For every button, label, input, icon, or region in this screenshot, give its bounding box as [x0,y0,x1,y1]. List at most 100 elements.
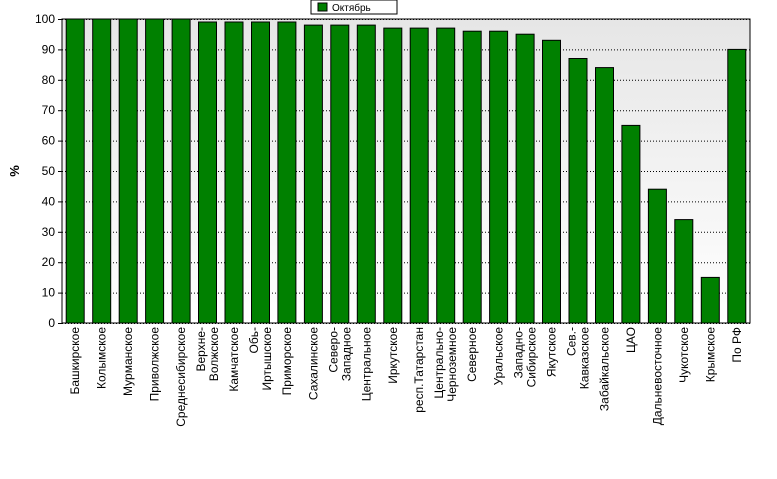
bar [727,48,747,324]
x-tick-label-line: Иртышское [260,327,274,391]
bar [277,21,297,324]
x-tick-label: ЦАО [624,327,638,353]
bar [436,27,456,324]
y-tick-label: 10 [42,286,56,300]
x-tick-label-line: Уральское [492,327,506,386]
x-tick-label: Приморское [280,327,294,396]
x-tick-label: Колымское [95,327,109,389]
y-tick-label: 50 [42,164,56,178]
x-tick-label: Среднесибирское [174,327,188,427]
bar [171,18,191,324]
x-tick-label-line: Западное [339,327,353,381]
bar [92,18,112,324]
x-tick-label: Сев.-Кавказское [565,327,592,390]
x-tick-label: Камчатское [227,327,241,392]
x-tick-label-line: Среднесибирское [174,327,188,427]
x-tick-label: Центральное [359,327,373,402]
x-tick-label-line: Иркутское [386,327,400,384]
bar [542,39,561,324]
y-tick-label: 0 [48,316,55,330]
y-tick-label: 90 [42,42,56,56]
x-tick-label: Уральское [492,327,506,386]
x-tick-label-line: Сахалинское [306,327,320,400]
x-tick-label-line: Обь- [247,327,261,353]
y-tick-label: 60 [42,134,56,148]
x-tick-label-line: Верхне- [194,327,208,372]
x-tick-label: Дальневосточное [650,327,664,426]
x-tick-label-line: Приморское [280,327,294,396]
bar [224,21,244,324]
bar [700,276,720,324]
y-tick-label: 70 [42,103,56,117]
x-tick-label: Северное [465,327,479,382]
plot-area [61,18,751,324]
x-tick-label-line: Якутское [545,327,559,377]
bar [621,124,641,324]
bar [515,33,535,324]
bar [462,30,482,324]
x-tick-label-line: Кавказское [578,327,592,390]
x-tick-label-line: Дальневосточное [650,327,664,426]
bar [356,24,376,324]
bar [145,18,165,324]
x-tick-label-line: Северное [465,327,479,382]
x-tick-label-line: Западно- [512,327,526,378]
x-tick-label-line: Мурманское [121,327,135,396]
x-tick-label-line: Сев.- [565,327,579,356]
bar [198,21,217,324]
x-tick-label: Верхне-Волжское [194,327,221,382]
bar [330,24,350,324]
legend: Октябрь [310,0,398,15]
y-axis-ticks: 0 10 20 30 40 50 60 70 80 90 100 [35,12,62,330]
x-tick-label-line: ЦАО [624,327,638,353]
bar [65,18,85,324]
bar [489,30,509,324]
bar [383,27,403,324]
y-tick-label: 100 [35,12,55,26]
x-tick-label-line: Приволжское [148,327,162,402]
x-tick-label-line: Черноземное [445,327,459,402]
x-tick-label: респ.Татарстан [412,327,426,413]
x-tick-label: Центрально-Черноземное [432,327,459,402]
bar [674,219,694,324]
x-tick-label-line: Центральное [359,327,373,402]
x-tick-label-line: Колымское [95,327,109,389]
x-tick-label-line: Волжское [207,327,221,382]
bar [595,67,614,324]
y-tick-label: 40 [42,194,56,208]
x-tick-label-line: По РФ [730,327,744,363]
x-tick-label: Башкирское [68,327,82,395]
x-tick-label: Приволжское [148,327,162,402]
x-tick-label-line: Чукотское [677,327,691,383]
x-tick-label: Крымское [703,327,717,383]
bar [409,27,429,324]
bar [647,188,667,324]
x-tick-label: Сахалинское [306,327,320,400]
x-tick-label: Забайкальское [598,327,612,411]
y-tick-label: 30 [42,225,56,239]
x-tick-label: Западно-Сибирское [512,327,539,388]
bar [568,58,588,324]
legend-box [310,0,398,15]
x-tick-label: Северо-Западное [326,327,353,381]
x-axis-labels: Башкирское Колымское Мурманское Приволжское… [68,327,744,427]
x-tick-label-line: Северо- [326,327,340,373]
x-tick-label-line: Башкирское [68,327,82,395]
x-tick-label-line: Забайкальское [598,327,612,411]
y-tick-label: 20 [42,255,56,269]
bar [118,18,138,324]
x-tick-label-line: Сибирское [525,327,539,388]
x-tick-label-line: Центрально- [432,327,446,399]
legend-swatch [317,2,328,12]
x-tick-label: Чукотское [677,327,691,383]
y-axis-label: % [7,165,22,177]
bar [251,21,270,324]
x-tick-label: Обь-Иртышское [247,327,274,391]
x-tick-label-line: Крымское [703,327,717,383]
x-tick-label: Мурманское [121,327,135,396]
x-tick-label: По РФ [730,327,744,363]
x-tick-label: Иркутское [386,327,400,384]
x-tick-label: Якутское [545,327,559,377]
